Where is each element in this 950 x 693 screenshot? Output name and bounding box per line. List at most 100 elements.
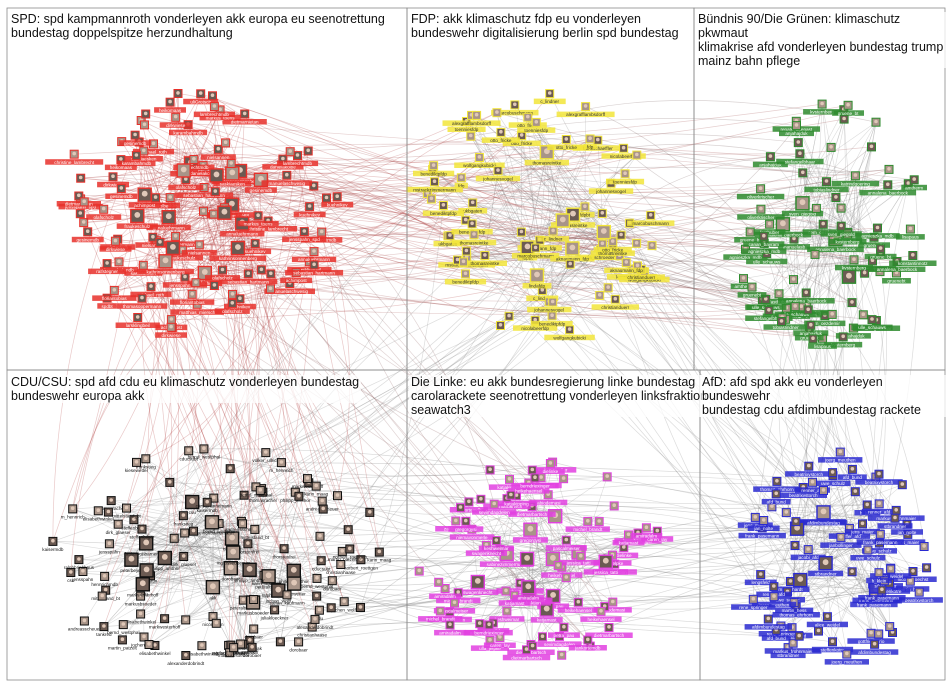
node-cdu [170, 534, 178, 542]
svg-text:thomasreintke: thomasreintke [470, 261, 499, 266]
svg-text:gesinemdb: gesinemdb [76, 237, 99, 242]
svg-text:beatrixvstorch: beatrixvstorch [865, 480, 894, 485]
svg-text:fraukeschulz: fraukeschulz [170, 256, 196, 261]
svg-text:heikehaensel: heikehaensel [515, 489, 542, 494]
node-fdp [596, 291, 604, 299]
svg-text:mittelstand_bt: mittelstand_bt [240, 535, 269, 540]
node-spd [304, 147, 312, 155]
svg-text:h_klein: h_klein [872, 578, 887, 583]
node-cdu [366, 508, 374, 516]
node-gruene [811, 250, 819, 258]
svg-text:kiesewetter: kiesewetter [125, 468, 149, 473]
svg-text:thomas_ehrhorn: thomas_ehrhorn [779, 613, 813, 618]
svg-text:fdpbt: fdpbt [580, 213, 591, 218]
svg-text:dirkwiese: dirkwiese [106, 247, 126, 252]
node-spd [211, 188, 219, 196]
svg-text:alexgrafflambsdorff: alexgrafflambsdorff [452, 121, 492, 126]
node-cdu [166, 478, 174, 486]
svg-text:uwe_schulz: uwe_schulz [821, 481, 846, 486]
svg-text:annalena_baerbock: annalena_baerbock [815, 247, 856, 252]
node-cdu [239, 520, 247, 528]
node-gruene [842, 270, 855, 283]
node-linke [560, 475, 568, 483]
node-fdp [597, 226, 610, 239]
svg-text:annaluehrmann: annaluehrmann [226, 232, 258, 237]
svg-text:dietmarnietan: dietmarnietan [65, 202, 93, 207]
svg-text:johannesvogel: johannesvogel [595, 189, 626, 194]
svg-text:mgrosseboemer: mgrosseboemer [217, 561, 251, 566]
svg-text:benediktpfdp: benediktpfdp [539, 322, 566, 327]
node-linke [477, 495, 485, 503]
node-cdu [226, 465, 234, 473]
svg-text:frank_pasemann: frank_pasemann [863, 540, 898, 545]
svg-text:kuehnikev: kuehnikev [245, 249, 266, 254]
svg-text:christine_lambrecht: christine_lambrecht [54, 160, 95, 165]
svg-text:amiradalm: amiradalm [636, 533, 658, 538]
svg-text:dorobaer: dorobaer [289, 648, 308, 653]
node-fdp [462, 247, 470, 255]
node-afd [875, 630, 883, 638]
svg-text:uwe_schulz: uwe_schulz [856, 556, 881, 561]
svg-text:katrindgoering: katrindgoering [841, 181, 871, 186]
node-spd [227, 160, 235, 168]
svg-text:thomasreintke: thomasreintke [532, 160, 561, 165]
node-spd [209, 92, 217, 100]
svg-text:jens_maier: jens_maier [850, 530, 874, 535]
svg-text:niemavonmerle: niemavonmerle [456, 535, 488, 540]
node-afd [794, 574, 807, 587]
svg-text:lambrechtmdb: lambrechtmdb [283, 161, 313, 166]
svg-text:dirk_glaeser: dirk_glaeser [171, 562, 196, 567]
node-gruene [868, 143, 876, 151]
node-spd [192, 279, 200, 287]
svg-text:gruenebt: gruenebt [743, 293, 762, 298]
svg-text:lisapaus: lisapaus [814, 344, 832, 349]
node-linke [457, 504, 465, 512]
node-spd [166, 241, 179, 254]
panel-title-gruene: Bündnis 90/Die Grünen: klimaschutz pkwma… [696, 12, 950, 68]
node-cdu [145, 641, 153, 649]
svg-text:caren_lay: caren_lay [490, 643, 511, 648]
svg-text:thomasreintke: thomasreintke [460, 240, 489, 245]
svg-text:sevimdagdelen: sevimdagdelen [479, 510, 510, 515]
svg-text:beatrixvstorch: beatrixvstorch [794, 472, 823, 477]
svg-text:amiradalm: amiradalm [439, 631, 461, 636]
svg-text:amiradalm: amiradalm [434, 594, 456, 599]
node-cdu [327, 604, 335, 612]
node-gruene [778, 318, 786, 326]
svg-text:achimpost: achimpost [134, 203, 156, 208]
svg-text:csu: csu [67, 578, 75, 583]
panel-title-afd: AfD: afd spd akk eu vonderleyen bundeswe… [700, 375, 950, 417]
svg-text:cducsubt: cducsubt [312, 566, 331, 571]
svg-text:lindafdp: lindafdp [529, 284, 546, 289]
node-spd [218, 206, 231, 219]
svg-text:stbrandner: stbrandner [777, 653, 799, 658]
svg-text:benediktpfdp: benediktpfdp [430, 211, 457, 216]
svg-text:bernd_westphal: bernd_westphal [301, 584, 333, 589]
svg-text:joerg_meuthen: joerg_meuthen [830, 660, 862, 665]
node-cdu [313, 592, 321, 600]
panel-title-spd: SPD: spd kampmannroth vonderleyen akk eu… [9, 12, 387, 40]
svg-text:benediktpfdp: benediktpfdp [420, 171, 447, 176]
node-spd [77, 174, 85, 182]
node-linke [539, 633, 547, 641]
svg-text:joerg_meuthen: joerg_meuthen [824, 458, 856, 463]
svg-text:oliverkrischer: oliverkrischer [747, 194, 775, 199]
svg-text:alexanderdobrindt: alexanderdobrindt [297, 625, 335, 630]
node-cdu [181, 529, 189, 537]
svg-text:hennrichmdb: hennrichmdb [91, 582, 118, 587]
svg-text:wolfgangkubicki: wolfgangkubicki [553, 335, 585, 340]
svg-text:mittelstand_bt: mittelstand_bt [112, 514, 141, 519]
node-linke [507, 491, 515, 499]
node-cdu [344, 526, 352, 534]
node-afd [920, 543, 928, 551]
svg-text:keshweimar: keshweimar [495, 617, 520, 622]
node-linke [415, 567, 423, 575]
node-afd [848, 568, 856, 576]
svg-text:afd_bund: afd_bund [767, 500, 787, 505]
svg-text:berndriexinger: berndriexinger [520, 484, 550, 489]
svg-text:heikehaensel: heikehaensel [587, 617, 614, 622]
node-cdu [104, 508, 112, 516]
svg-text:bernd_westphal: bernd_westphal [188, 455, 220, 460]
svg-text:karambahmdb: karambahmdb [173, 130, 203, 135]
svg-text:oliverkrischer: oliverkrischer [747, 215, 775, 220]
